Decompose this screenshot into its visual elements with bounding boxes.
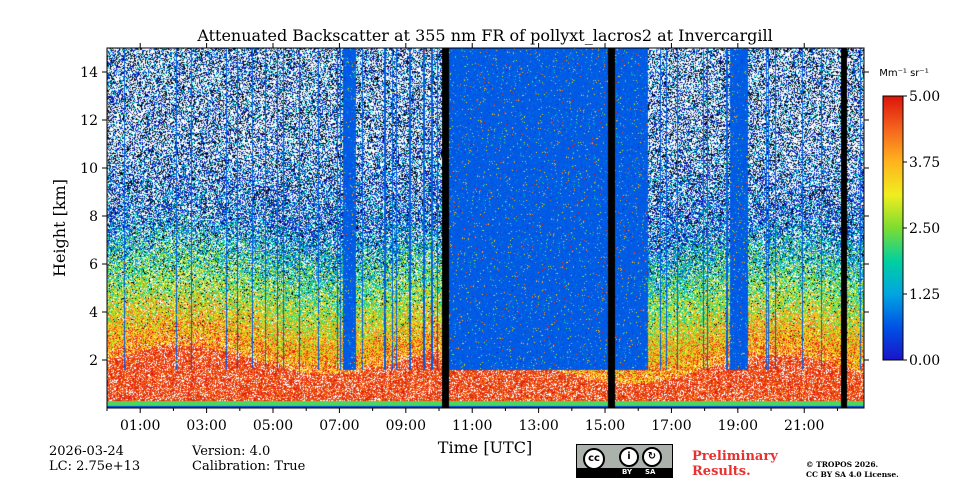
copyright-notice: © TROPOS 2026. CC BY SA 4.0 License. (806, 460, 899, 480)
x-tick-label: 17:00 (651, 418, 691, 434)
colorbar-tick-label: 1.25 (909, 287, 940, 303)
measurement-date: 2026-03-24 (49, 444, 124, 459)
lidar-constant: LC: 2.75e+13 (49, 459, 141, 474)
x-tick-label: 19:00 (718, 418, 758, 434)
backscatter-heatmap (107, 48, 864, 408)
plot-area (106, 47, 865, 409)
date-and-lc: 2026-03-24 LC: 2.75e+13 (49, 444, 140, 474)
x-tick-label: 05:00 (253, 418, 293, 434)
colorbar-tick-label: 5.00 (909, 89, 940, 105)
x-tick-label: 01:00 (120, 418, 160, 434)
colorbar: 0.00 1.25 2.50 3.75 5.00 Mm⁻¹ sr⁻¹ (879, 68, 940, 369)
colorbar-tick-label: 2.50 (909, 221, 940, 237)
x-tick-label: 13:00 (518, 418, 558, 434)
y-tick-label: 12 (80, 113, 98, 129)
y-tick-label: 14 (80, 65, 98, 81)
colorbar-unit: Mm⁻¹ sr⁻¹ (879, 68, 928, 79)
by-label: BY (622, 468, 633, 476)
x-axis-label: Time [UTC] (438, 438, 532, 457)
copyright-line-2: CC BY SA 4.0 License. (806, 470, 899, 479)
plot-frame (106, 47, 865, 409)
y-tick-label: 2 (89, 353, 98, 369)
y-axis: 2 4 6 8 10 12 14 (80, 65, 869, 369)
sa-share-icon: ↻ (642, 447, 662, 467)
version: Version: 4.0 (192, 444, 271, 459)
x-tick-label: 15:00 (585, 418, 625, 434)
preliminary-line-1: Preliminary (692, 449, 778, 464)
colorbar-tick-label: 3.75 (909, 155, 940, 171)
y-axis-label: Height [km] (50, 179, 69, 277)
y-tick-label: 8 (89, 209, 98, 225)
x-tick-label: 11:00 (452, 418, 492, 434)
y-tick-label: 10 (80, 161, 98, 177)
x-axis: 01:00 03:00 05:00 07:00 09:00 11:00 13:00 15:00… (106, 43, 838, 434)
x-tick-label: 09:00 (386, 418, 426, 434)
x-tick-label: 03:00 (186, 418, 226, 434)
x-tick-label: 07:00 (319, 418, 359, 434)
chart-title: Attenuated Backscatter at 355 nm FR of p… (196, 26, 772, 45)
colorbar-gradient (882, 95, 904, 361)
version-and-calibration: Version: 4.0 Calibration: True (192, 444, 305, 474)
calibration: Calibration: True (192, 459, 306, 474)
sa-label: SA (645, 468, 656, 476)
cc-icon: cc (583, 448, 605, 470)
copyright-line-1: © TROPOS 2026. (806, 460, 879, 469)
colorbar-tick-label: 0.00 (909, 353, 940, 369)
by-person-icon: i (619, 447, 639, 467)
y-tick-label: 6 (89, 257, 98, 273)
cc-license-badge: cc i ↻ BY SA (576, 444, 673, 478)
preliminary-notice: Preliminary Results. (692, 449, 778, 479)
y-tick-label: 4 (89, 305, 98, 321)
preliminary-line-2: Results. (692, 464, 751, 479)
x-tick-label: 21:00 (784, 418, 824, 434)
